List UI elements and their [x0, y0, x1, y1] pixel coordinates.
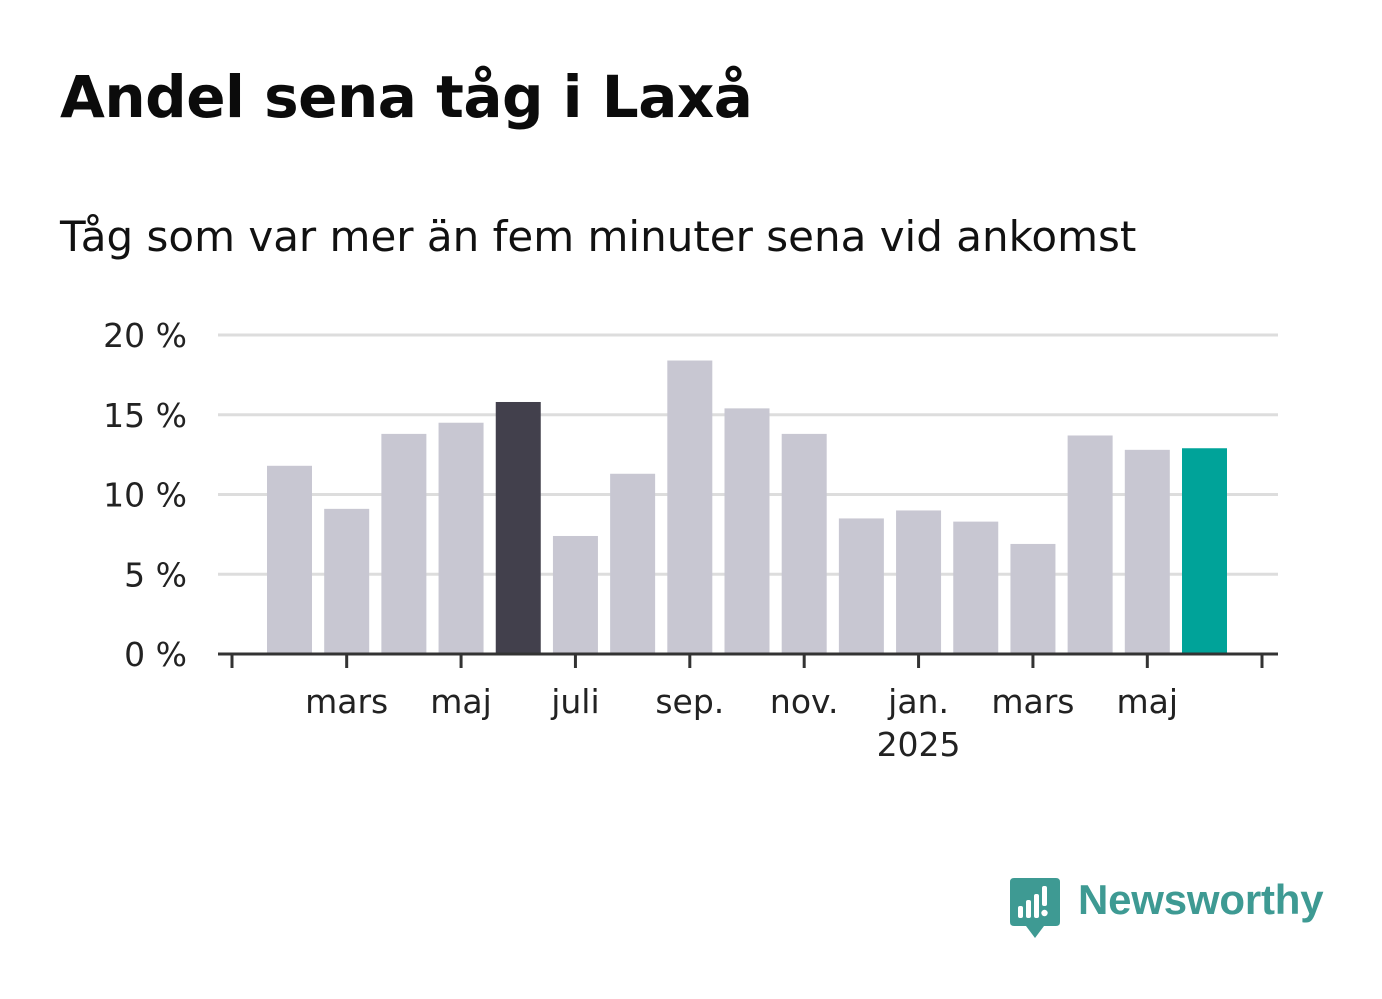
bar — [896, 510, 942, 654]
chart-subtitle: Tåg som var mer än fem minuter sena vid … — [60, 212, 1137, 261]
x-tick-label: jan. — [887, 682, 949, 721]
x-tick-label: nov. — [770, 682, 839, 721]
bar — [1182, 448, 1227, 654]
bar — [724, 408, 770, 654]
y-tick-label: 20 % — [103, 316, 187, 355]
bar — [610, 473, 656, 654]
y-tick-label: 10 % — [103, 476, 187, 515]
bar — [381, 433, 427, 654]
bar — [552, 535, 598, 654]
y-tick-label: 0 % — [124, 635, 187, 674]
x-tick-year-label: 2025 — [877, 725, 961, 764]
bar — [781, 433, 827, 654]
brand-footer: Newsworthy — [1010, 876, 1324, 940]
bar — [667, 360, 713, 654]
bar — [324, 508, 370, 654]
bar — [438, 422, 484, 654]
bar — [1124, 449, 1170, 654]
bar — [838, 518, 884, 654]
brand-name: Newsworthy — [1078, 876, 1324, 923]
x-tick-label: maj — [430, 682, 492, 721]
bar — [495, 401, 541, 654]
x-tick-label: mars — [305, 682, 388, 721]
bar — [1067, 435, 1113, 654]
chart-title: Andel sena tåg i Laxå — [60, 63, 753, 131]
x-tick-label: sep. — [655, 682, 724, 721]
y-tick-label: 5 % — [124, 555, 187, 594]
x-tick-label: juli — [550, 682, 599, 721]
y-tick-label: 15 % — [103, 396, 187, 435]
bar — [1010, 543, 1056, 654]
x-tick-label: mars — [991, 682, 1074, 721]
x-tick-label: maj — [1117, 682, 1179, 721]
bar — [953, 521, 999, 654]
bar — [267, 465, 312, 654]
newsworthy-bar-chart-logo-icon — [1010, 878, 1060, 938]
